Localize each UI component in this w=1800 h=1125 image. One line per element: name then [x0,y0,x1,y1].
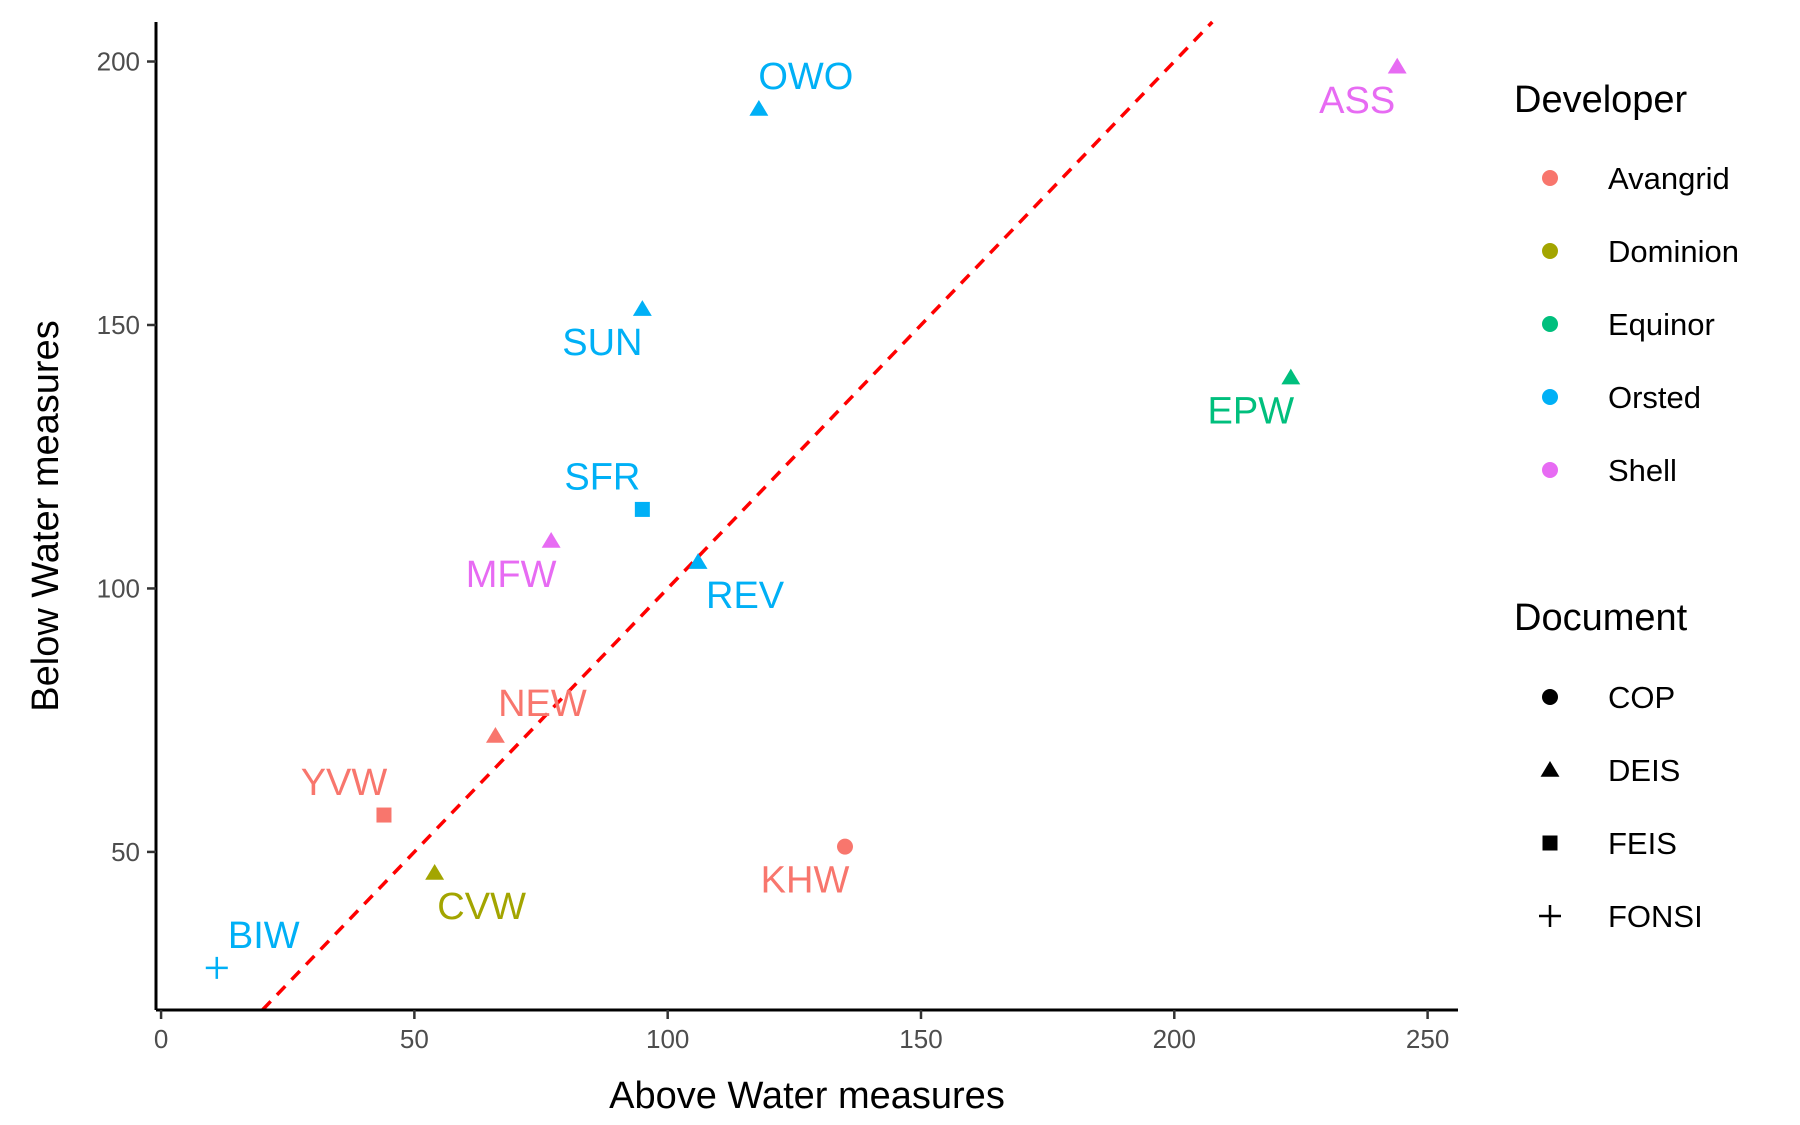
x-tick-label: 0 [154,1024,168,1054]
x-tick-label: 200 [1153,1024,1196,1054]
point-label-epw: EPW [1208,391,1295,433]
point-label-ass: ASS [1319,80,1395,122]
reference-line [261,20,1214,1012]
data-point-epw [1281,368,1301,385]
data-point-khw [836,838,853,855]
legend-developer-label: Shell [1608,453,1677,488]
legend-developer-key-equinor [1542,316,1558,332]
x-axis-title: Above Water measures [609,1075,1005,1117]
y-tick-label: 50 [111,837,140,867]
point-label-owo: OWO [758,56,853,98]
data-point-sun [632,300,652,316]
reference-line-layer [261,20,1214,1012]
y-axis-ticks: 50 100 150 200 [97,47,156,867]
point-label-sfr: SFR [564,456,640,498]
legend-developer-label: Orsted [1608,380,1701,415]
legend-developer-key-orsted [1542,389,1558,405]
x-tick-label: 250 [1406,1024,1449,1054]
legend-document-label: COP [1608,680,1675,715]
x-axis-ticks: 0 50 100 150 200 250 [154,1010,1449,1054]
point-label-sun: SUN [562,322,642,364]
data-point-yvw [376,807,392,823]
x-tick-label: 100 [646,1024,689,1054]
legend-document-label: DEIS [1608,753,1680,788]
data-point-rev [688,553,708,569]
legend-developer-key-avangrid [1542,170,1558,186]
legend-developer-label: Dominion [1608,234,1739,269]
point-label-cvw: CVW [437,886,526,928]
point-label-new: NEW [498,683,587,725]
data-point-biw [205,956,228,979]
legend-developer: Developer Avangrid Dominion Equinor Orsted S… [1514,79,1739,488]
point-label-khw: KHW [761,860,850,902]
legend-document-key-cop [1542,689,1558,705]
y-tick-label: 200 [97,47,140,77]
legend-document: Document COP DEIS FEIS FONSI [1514,597,1703,934]
point-label-rev: REV [706,575,785,617]
x-tick-label: 150 [899,1024,942,1054]
y-tick-label: 100 [97,573,140,603]
data-point-mfw [541,532,561,548]
y-axis-title: Below Water measures [25,320,67,711]
x-tick-label: 50 [400,1024,429,1054]
legend-developer-title: Developer [1514,79,1688,121]
legend-developer-key-shell [1542,462,1558,478]
y-tick-label: 150 [97,310,140,340]
legend-document-label: FEIS [1608,826,1677,861]
data-point-ass [1387,57,1407,74]
point-label-mfw: MFW [466,554,557,596]
legend-document-key-fonsi [1539,905,1561,927]
data-point-cvw [425,863,445,880]
point-label-yvw: YVW [301,762,388,804]
data-point-sfr [634,501,650,517]
legend-document-key-feis [1542,835,1558,851]
legend-document-title: Document [1514,597,1688,639]
legend-developer-label: Avangrid [1608,161,1730,196]
legend-document-key-deis [1540,761,1560,777]
data-point-owo [749,99,769,116]
data-point-new [485,726,505,743]
data-points [205,57,1407,979]
legend-developer-label: Equinor [1608,307,1715,342]
legend-document-label: FONSI [1608,899,1703,934]
axes [154,22,1458,1012]
point-labels: OWO ASS SUN EPW SFR MFW REV NEW YVW KHW CVW BIW [228,56,1395,957]
legend-developer-key-dominion [1542,243,1558,259]
point-label-biw: BIW [228,915,300,957]
